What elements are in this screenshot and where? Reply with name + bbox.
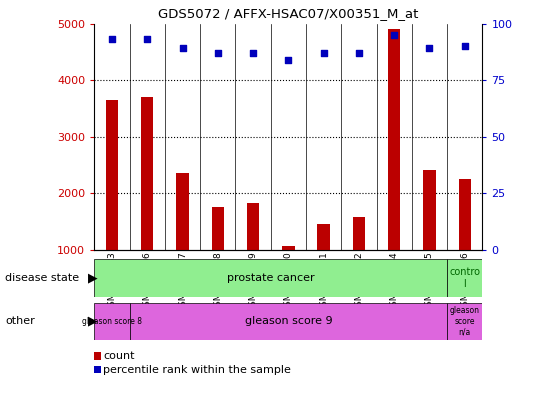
Bar	[353, 217, 365, 306]
Bar	[94, 303, 129, 340]
Point	[284, 57, 293, 63]
Text: contro
l: contro l	[450, 267, 480, 289]
Text: ▶: ▶	[88, 315, 98, 328]
Bar	[106, 100, 118, 306]
Point	[108, 36, 116, 42]
Point	[143, 36, 151, 42]
Bar	[282, 246, 294, 306]
Text: percentile rank within the sample: percentile rank within the sample	[103, 365, 292, 375]
Text: count: count	[103, 351, 135, 362]
Title: GDS5072 / AFFX-HSAC07/X00351_M_at: GDS5072 / AFFX-HSAC07/X00351_M_at	[158, 7, 419, 20]
Bar	[447, 259, 482, 297]
Bar	[129, 303, 447, 340]
Bar	[247, 203, 259, 306]
Text: other: other	[5, 316, 35, 326]
Bar	[141, 97, 154, 306]
Bar	[423, 171, 436, 306]
Point	[355, 50, 363, 56]
Text: ▶: ▶	[88, 272, 98, 285]
Point	[460, 43, 469, 49]
Text: gleason score 8: gleason score 8	[82, 317, 142, 326]
Point	[249, 50, 258, 56]
Bar	[447, 303, 482, 340]
Point	[319, 50, 328, 56]
Bar	[459, 179, 471, 306]
Text: prostate cancer: prostate cancer	[227, 273, 315, 283]
Point	[425, 45, 434, 51]
Text: disease state: disease state	[5, 273, 80, 283]
Bar	[317, 224, 330, 306]
Point	[390, 32, 398, 38]
Text: gleason
score
n/a: gleason score n/a	[450, 307, 480, 336]
Bar	[388, 29, 400, 306]
Text: gleason score 9: gleason score 9	[245, 316, 332, 326]
Bar	[176, 173, 189, 306]
Point	[178, 45, 187, 51]
Bar	[212, 207, 224, 306]
Point	[213, 50, 222, 56]
